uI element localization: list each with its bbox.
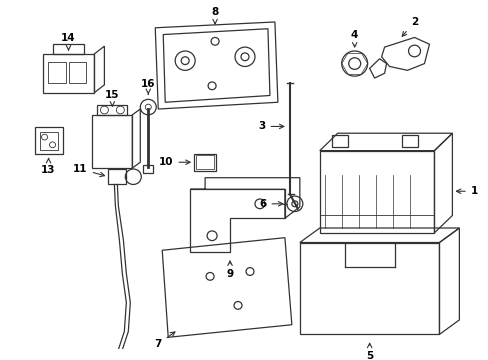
Bar xyxy=(47,62,65,83)
Text: 3: 3 xyxy=(258,121,283,131)
Bar xyxy=(143,165,153,173)
Text: 13: 13 xyxy=(41,158,56,175)
Bar xyxy=(52,44,84,54)
Text: 1: 1 xyxy=(455,186,477,196)
Text: 9: 9 xyxy=(226,261,233,279)
Text: 2: 2 xyxy=(401,17,417,36)
Bar xyxy=(68,62,86,83)
Text: 10: 10 xyxy=(159,157,190,167)
Text: 12: 12 xyxy=(0,359,1,360)
Text: 14: 14 xyxy=(61,33,76,50)
Text: 4: 4 xyxy=(350,30,358,47)
Bar xyxy=(35,127,62,154)
Bar xyxy=(40,132,58,150)
Bar xyxy=(299,243,439,334)
Bar xyxy=(92,115,132,168)
Text: 5: 5 xyxy=(366,343,372,360)
Bar xyxy=(331,135,347,147)
Bar xyxy=(194,153,216,171)
Bar xyxy=(75,354,85,360)
Bar xyxy=(108,169,126,184)
Bar xyxy=(401,135,417,147)
Bar xyxy=(319,150,433,233)
Bar xyxy=(42,54,94,93)
Bar xyxy=(97,105,127,115)
Text: 15: 15 xyxy=(105,90,120,106)
Text: 6: 6 xyxy=(259,199,282,209)
Text: 7: 7 xyxy=(154,332,175,349)
Text: 11: 11 xyxy=(73,164,104,177)
Bar xyxy=(196,156,214,169)
Text: 16: 16 xyxy=(141,79,155,94)
Text: 8: 8 xyxy=(211,7,218,24)
